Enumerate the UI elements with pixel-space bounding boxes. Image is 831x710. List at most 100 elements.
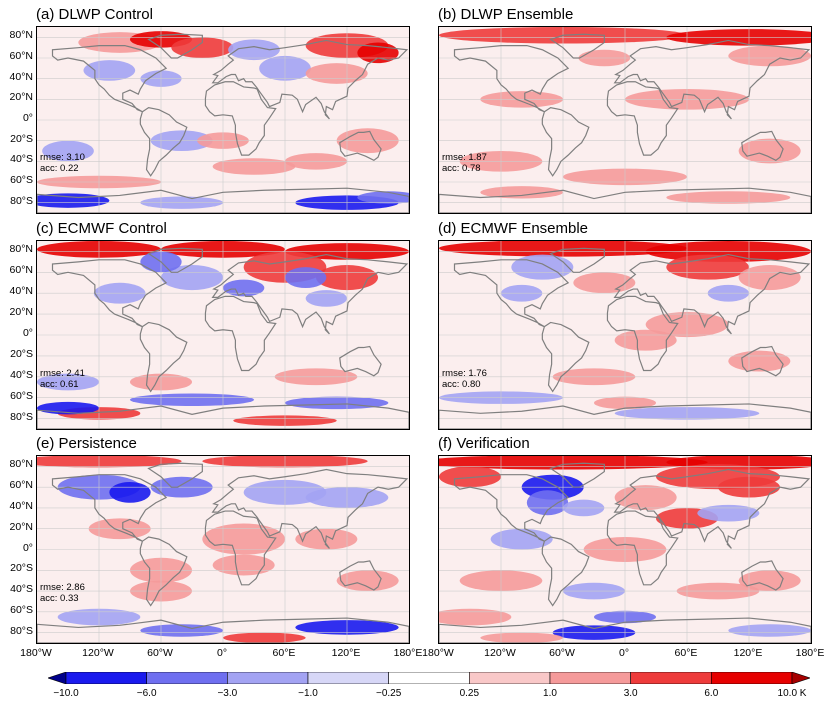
coastline — [37, 617, 409, 643]
coastline — [541, 536, 590, 607]
anomaly-region — [728, 624, 811, 637]
lat-tick-label: 80°N — [9, 458, 33, 471]
anomaly-region — [285, 396, 389, 410]
lon-tick-label: 180°W — [422, 647, 454, 659]
anomaly-region — [573, 272, 636, 294]
lat-tick-label: 40°S — [10, 368, 33, 381]
anomaly-region — [42, 140, 94, 162]
anomaly-region — [83, 60, 136, 81]
colorbar-extend-max — [791, 672, 810, 684]
coastline — [37, 403, 409, 429]
lat-tick-label: 40°N — [9, 285, 33, 298]
coastline — [339, 560, 382, 591]
coastline — [549, 247, 605, 273]
anomaly-region — [480, 632, 563, 643]
lat-tick-label: 80°N — [9, 29, 33, 42]
colorbar-tick-label: 3.0 — [623, 688, 638, 699]
coastline — [139, 536, 188, 607]
lon-tick-label: 120°E — [733, 647, 763, 659]
coastline — [549, 462, 605, 488]
lat-tick-label: 60°N — [9, 479, 33, 492]
coastline — [204, 510, 277, 586]
coastline — [541, 321, 590, 393]
colorbar — [48, 672, 810, 684]
map-panel-f — [438, 455, 812, 644]
lat-tick-label: 80°S — [10, 194, 33, 207]
colorbar-tick-label: −10.0 — [53, 688, 79, 699]
coastline — [741, 560, 784, 591]
anomaly-region — [666, 191, 791, 204]
lat-tick-label: 20°S — [10, 562, 33, 575]
anomaly-region — [305, 290, 348, 307]
panel-title-d: (d) ECMWF Ensemble — [438, 220, 589, 237]
anomaly-region — [37, 456, 182, 468]
rmse-label: rmse: 3.10 — [40, 152, 85, 164]
score-box-b: rmse: 1.87 acc: 0.78 — [442, 152, 487, 174]
anomaly-region — [305, 63, 368, 84]
coastline — [147, 33, 203, 59]
anomaly-region — [37, 373, 99, 391]
anomaly-region — [161, 265, 223, 291]
lon-tick-label: 120°W — [484, 647, 516, 659]
coastline — [147, 462, 203, 488]
acc-label: acc: 0.78 — [442, 163, 481, 175]
coastline — [741, 345, 784, 377]
anomaly-field — [439, 456, 811, 643]
coastline — [211, 39, 409, 120]
colorbar-tick-label: −6.0 — [136, 688, 157, 699]
colorbar-segment — [227, 672, 309, 684]
anomaly-field — [37, 27, 409, 213]
lon-tick-label: 60°E — [674, 647, 698, 659]
coastline — [51, 474, 168, 542]
colorbar-segment — [469, 672, 551, 684]
coastline — [51, 259, 168, 328]
coastline — [147, 247, 203, 273]
acc-label: acc: 0.22 — [40, 163, 79, 175]
coastline — [741, 130, 784, 162]
coastline — [541, 106, 590, 177]
lat-tick-label: 60°S — [10, 174, 33, 186]
lat-tick-label: 80°N — [9, 243, 33, 256]
map-panel-c — [36, 240, 410, 430]
colorbar-tick-label: −1.0 — [298, 688, 318, 699]
colorbar-segment — [630, 672, 712, 684]
colorbar-tick-label: 6.0 — [704, 688, 719, 699]
lat-tick-label: 60°S — [10, 603, 33, 616]
coastline — [37, 187, 409, 213]
lon-tick-label: 180°W — [20, 647, 52, 659]
coastline — [339, 130, 382, 162]
map-panel-e — [36, 455, 410, 644]
anomaly-region — [285, 267, 327, 288]
anomaly-field — [37, 241, 409, 429]
acc-label: acc: 0.33 — [40, 593, 79, 605]
colorbar-tick-label: −3.0 — [217, 688, 238, 699]
anomaly-region — [212, 158, 296, 175]
anomaly-region — [614, 485, 677, 511]
colorbar-tick-label: 1.0 — [543, 688, 557, 699]
panel-title-f: (f) Verification — [438, 435, 530, 452]
coastline — [139, 321, 188, 393]
lat-tick-label: 20°S — [10, 347, 33, 360]
panel-title-c: (c) ECMWF Control — [36, 220, 167, 237]
coastline — [439, 403, 811, 429]
lon-tick-label: 120°E — [331, 647, 361, 659]
lon-tick-label: 60°E — [272, 647, 296, 659]
colorbar-tick-label: 10.0 K — [777, 688, 807, 699]
anomaly-region — [738, 265, 801, 291]
anomaly-region — [223, 279, 265, 297]
coastline — [51, 45, 168, 113]
anomaly-region — [738, 138, 801, 164]
lon-tick-label: 0° — [216, 647, 228, 659]
acc-label: acc: 0.61 — [40, 378, 79, 390]
rmse-label: rmse: 1.87 — [442, 152, 487, 164]
colorbar-tick-label: 0.25 — [459, 688, 480, 699]
lat-tick-label: 0° — [22, 112, 33, 124]
coastline — [204, 81, 277, 156]
anomaly-field — [439, 241, 811, 429]
lon-tick-label: 0° — [618, 647, 630, 659]
lon-tick-label: 120°W — [82, 647, 114, 659]
anomaly-region — [526, 490, 569, 516]
lat-tick-label: 40°S — [10, 583, 33, 596]
colorbar-segment — [307, 672, 389, 684]
coastline — [339, 345, 382, 377]
